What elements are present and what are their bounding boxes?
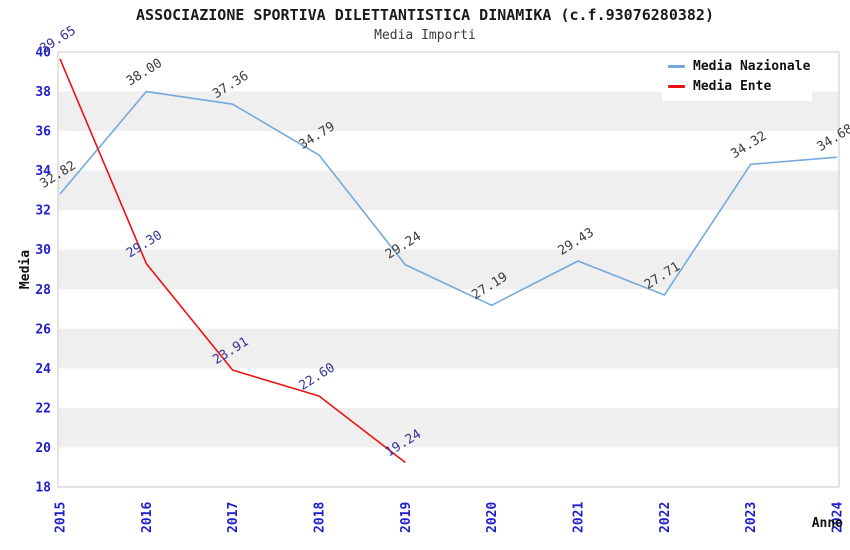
x-tick-label: 2024 [831,502,846,533]
y-tick-label: 38 [35,85,51,100]
legend-item: Media Nazionale [668,59,810,74]
x-tick-label: 2017 [226,502,241,533]
point-label: 38.00 [124,56,165,89]
y-axis-title: Media [18,249,34,290]
x-tick-label: 2016 [140,502,155,533]
x-tick-label: 2023 [744,502,759,533]
y-tick-label: 26 [35,322,51,337]
y-tick-label: 28 [35,283,51,298]
x-tick-label: 2022 [658,502,673,533]
x-axis-title: Anno [811,516,843,531]
legend-item-label: Media Nazionale [693,59,811,74]
y-tick-label: 34 [35,164,51,179]
legend-item-label: Media Ente [693,79,772,94]
y-tick-label: 36 [35,125,51,140]
point-label: 34.32 [728,129,769,162]
series-line [59,90,838,307]
y-tick-label: 18 [35,481,51,496]
y-tick-label: 32 [35,204,51,219]
x-tick-label: 2020 [485,502,500,533]
grid-band [58,170,839,211]
y-tick-label: 24 [35,362,51,377]
y-tick-label: 20 [35,441,51,456]
plot-border [57,51,840,488]
legend-line-icon [668,65,685,68]
x-tick-label: 2019 [399,502,414,533]
y-tick-label: 30 [35,243,51,258]
chart-subtitle: Media Importi [374,28,476,43]
x-tick-label: 2015 [54,502,69,533]
x-tick-label: 2021 [572,502,587,533]
grid-band [58,328,839,369]
series-line [59,58,406,464]
grid-band [58,249,839,290]
y-tick-label: 22 [35,401,51,416]
chart-title: ASSOCIAZIONE SPORTIVA DILETTANTISTICA DI… [136,6,714,24]
legend: Media Nazionale Media Ente [662,53,812,101]
legend-item: Media Ente [668,79,806,94]
x-tick-label: 2018 [313,502,328,533]
y-tick-label: 40 [35,46,51,61]
grid-band [58,407,839,448]
legend-line-icon [668,85,685,88]
